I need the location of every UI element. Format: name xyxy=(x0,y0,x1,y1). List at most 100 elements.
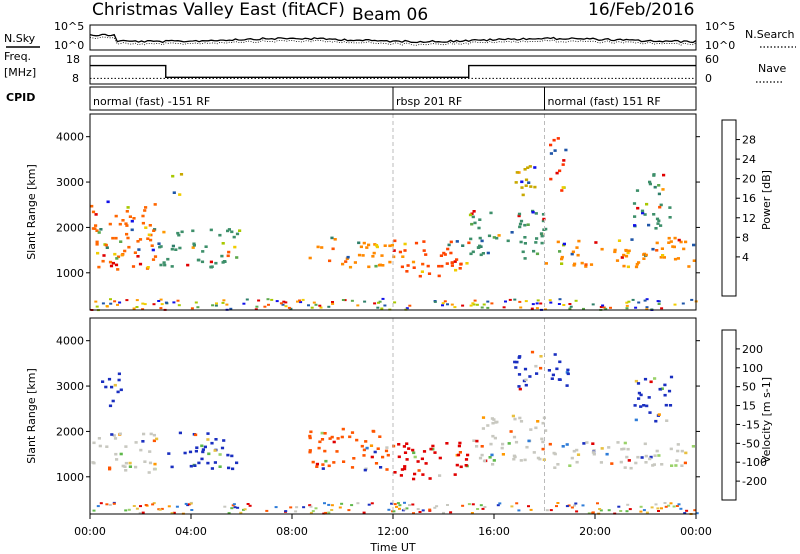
echo-cell xyxy=(541,440,545,444)
scatter-cell xyxy=(486,300,490,303)
scatter-cell xyxy=(581,504,585,507)
scatter-cell xyxy=(356,304,360,307)
scatter-cell xyxy=(398,504,402,507)
echo-cell xyxy=(679,240,683,244)
echo-cell xyxy=(308,449,312,452)
echo-cell xyxy=(183,451,187,455)
echo-cell xyxy=(231,467,235,471)
echo-cell xyxy=(676,449,680,453)
scatter-cell xyxy=(370,502,374,505)
scatter-cell xyxy=(221,301,225,304)
echo-cell xyxy=(321,463,325,466)
echo-cell xyxy=(315,462,319,466)
scatter-cell xyxy=(132,505,136,507)
echo-cell xyxy=(652,463,656,466)
scatter-cell xyxy=(105,503,109,506)
power-panel: 1000 2000 3000 4000 Slant Range [km] xyxy=(25,113,700,312)
echo-cell xyxy=(622,264,626,268)
echo-cell xyxy=(439,254,443,257)
echo-cell xyxy=(582,442,586,445)
echo-cell xyxy=(552,138,556,142)
echo-cell xyxy=(575,460,579,464)
scatter-cell xyxy=(312,301,316,304)
echo-cell xyxy=(178,193,182,196)
echo-cell xyxy=(309,430,313,434)
x-tick-label: 00:00 xyxy=(680,525,712,538)
echo-cell xyxy=(227,250,231,254)
echo-cell xyxy=(518,387,522,391)
echo-cell xyxy=(146,237,150,240)
scatter-cell xyxy=(319,306,323,309)
echo-cell xyxy=(633,404,637,407)
scatter-cell xyxy=(396,502,400,505)
echo-cell xyxy=(200,444,204,448)
scatter-cell xyxy=(338,506,342,509)
scatter-cell xyxy=(309,511,313,514)
cpid-label: CPID xyxy=(6,91,35,104)
scatter-cell xyxy=(186,504,190,507)
echo-cell xyxy=(220,254,224,258)
echo-cell xyxy=(524,184,528,187)
scatter-cell xyxy=(441,302,445,305)
scatter-cell xyxy=(296,300,299,303)
scatter-cell xyxy=(127,508,131,511)
echo-cell xyxy=(400,468,404,471)
echo-cell xyxy=(214,261,218,265)
scatter-cell xyxy=(695,512,699,515)
colorbar-tick-label: 4 xyxy=(742,251,749,264)
echo-cell xyxy=(657,184,661,187)
scatter-cell xyxy=(557,303,561,305)
echo-cell xyxy=(453,260,457,263)
scatter-cell xyxy=(395,505,398,508)
echo-cell xyxy=(534,241,538,244)
scatter-cell xyxy=(308,504,312,507)
power-y-ticks: 1000 2000 3000 4000 xyxy=(56,131,700,280)
echo-cell xyxy=(445,442,449,445)
scatter-cell xyxy=(96,505,100,508)
echo-cell xyxy=(352,457,356,460)
echo-cell xyxy=(478,244,482,248)
scatter-cell xyxy=(558,298,562,301)
echo-cell xyxy=(455,463,459,467)
echo-cell xyxy=(584,263,588,266)
scatter-cell xyxy=(470,512,474,514)
scatter-cell xyxy=(479,504,483,507)
echo-cell xyxy=(437,264,441,268)
scatter-cell xyxy=(645,511,649,514)
echo-cell xyxy=(676,257,680,260)
scatter-cell xyxy=(152,303,156,306)
echo-cell xyxy=(519,240,523,244)
echo-cell xyxy=(647,223,651,227)
scatter-cell xyxy=(167,505,171,508)
echo-cell xyxy=(412,266,416,269)
power-dividers xyxy=(392,114,545,310)
scatter-cell xyxy=(94,300,98,303)
echo-cell xyxy=(120,253,124,257)
echo-cell xyxy=(637,261,641,264)
scatter-cell xyxy=(265,509,269,512)
echo-cell xyxy=(357,241,361,245)
echo-cell xyxy=(105,246,109,249)
scatter-cell xyxy=(176,299,180,302)
scatter-cell xyxy=(266,298,270,301)
echo-cell xyxy=(375,245,379,249)
echo-cell xyxy=(477,226,481,230)
echo-cell xyxy=(327,464,331,468)
echo-cell xyxy=(475,445,479,448)
echo-cell xyxy=(667,236,671,240)
echo-cell xyxy=(457,444,461,448)
echo-cell xyxy=(673,257,678,261)
scatter-cell xyxy=(645,298,649,301)
echo-cell xyxy=(634,418,638,422)
scatter-cell xyxy=(529,508,533,511)
echo-cell xyxy=(362,241,366,245)
echo-cell xyxy=(652,213,656,216)
echo-cell xyxy=(171,244,175,248)
echo-cell xyxy=(179,173,184,176)
scatter-cell xyxy=(309,505,313,508)
freq-strip-frame xyxy=(89,55,697,85)
scatter-cell xyxy=(196,306,200,309)
echo-cell xyxy=(377,263,382,267)
echo-cell xyxy=(669,240,673,243)
